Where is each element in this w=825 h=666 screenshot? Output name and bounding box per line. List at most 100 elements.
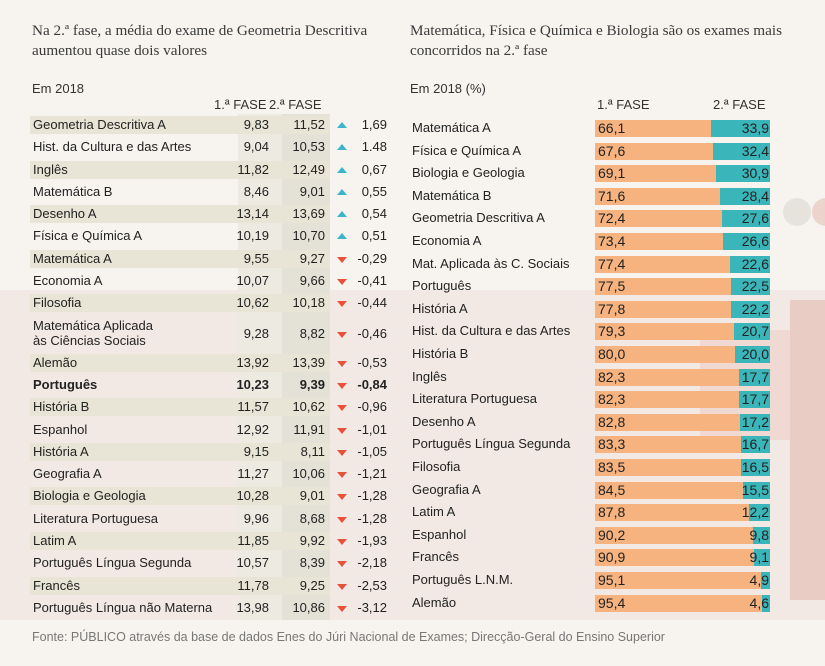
row-shading	[30, 294, 330, 313]
arrow-down-icon	[337, 360, 347, 367]
bar-fase2	[739, 413, 770, 431]
grade-fase2: 8,39	[299, 555, 325, 571]
bar-fase2	[713, 142, 770, 160]
table-row: Biologia e Geologia 10,28 9,01 -1,28	[30, 485, 400, 507]
grade-fase1: 10,62	[236, 295, 269, 311]
arrow-down-icon	[337, 583, 347, 590]
bar-fase1	[595, 504, 749, 522]
bar-category-label: Geografia A	[412, 481, 481, 497]
bar-label-fase2: 16,7	[741, 436, 769, 453]
bar-fase2	[740, 436, 770, 454]
bar-label-fase1: 83,3	[598, 436, 626, 453]
bar-category-label: Hist. da Cultura e das Artes	[412, 323, 571, 339]
bar-fase1	[595, 233, 724, 250]
grade-difference: -3,12	[357, 599, 387, 615]
bar-category-label: Inglês	[412, 368, 447, 384]
exam-name: Português Língua não Materna	[33, 599, 213, 615]
bar-label-fase1: 72,4	[598, 210, 626, 227]
bar-label-fase1: 67,6	[598, 142, 626, 159]
exam-name: Hist. da Cultura e das Artes	[33, 139, 192, 155]
exam-name: Português	[33, 376, 98, 392]
grade-difference: -0,44	[357, 295, 387, 311]
table-row: Física e Química A 10,19 10,70 0,51	[30, 225, 400, 247]
grade-fase1: 11,57	[237, 399, 269, 415]
grade-fase1: 10,19	[236, 228, 269, 244]
column-header-fase1: 1.ª FASE	[214, 97, 267, 112]
bar-category-label: Filosofia	[412, 459, 461, 474]
grade-fase1: 10,23	[236, 376, 269, 392]
exam-name: Geografia A	[33, 466, 102, 482]
grade-fase2: 9,01	[299, 183, 325, 199]
grade-difference: 0,55	[361, 183, 387, 199]
bar-label-fase1: 69,1	[598, 165, 626, 182]
grade-fase2: 12,49	[292, 161, 325, 177]
row-shading	[30, 487, 330, 506]
bar-row: Física e Química A 67,6 32,4	[410, 140, 825, 162]
bar-row: Hist. da Cultura e das Artes 79,3 20,7	[410, 320, 825, 342]
arrow-down-icon	[337, 256, 347, 263]
bar-fase1	[595, 413, 740, 431]
bar-fase2	[754, 549, 770, 567]
bar-fase1	[595, 346, 735, 363]
grades-table: Geometria Descritiva A 9,83 11,52 1,69 Hist.…	[30, 114, 400, 619]
table-row: Matemática B 8,46 9,01 0,55	[30, 181, 400, 203]
background-shape	[790, 300, 825, 600]
bar-label-fase2: 26,6	[741, 233, 769, 249]
row-shading	[30, 205, 330, 224]
grade-difference: -1,21	[357, 466, 387, 482]
bar-category-label: Mat. Aplicada às C. Sociais	[412, 255, 570, 271]
table-row: Geografia A 11,27 10,06 -1,21	[30, 463, 400, 485]
bar-row: Matemática B 71,6 28,4	[410, 185, 825, 207]
grade-fase1: 11,82	[237, 161, 269, 177]
bar-row: Português 77,5 22,5	[410, 275, 825, 297]
grade-fase2: 10,53	[292, 139, 325, 155]
table-row: Espanhol 12,92 11,91 -1,01	[30, 419, 400, 441]
grade-fase1: 11,85	[237, 533, 269, 549]
grade-difference: -0,41	[357, 273, 387, 289]
table-row: Filosofia 10,62 10,18 -0,44	[30, 292, 400, 314]
source-note: Fonte: PÚBLICO através da base de dados …	[32, 630, 665, 644]
bar-label-fase1: 66,1	[598, 120, 626, 136]
grade-difference: 1,69	[361, 117, 387, 132]
table-row: Português Língua não Materna 13,98 10,86 -3…	[30, 597, 400, 619]
bar-category-label: Português	[412, 278, 472, 294]
bar-row: Alemão 95,4 4,6	[410, 592, 825, 614]
grade-fase1: 9,96	[243, 510, 269, 526]
right-chart-subtitle: Em 2018 (%)	[410, 81, 486, 96]
bar-fase2	[739, 368, 770, 386]
bar-label-fase2: 22,5	[741, 278, 769, 295]
grade-difference: -0,46	[357, 325, 387, 341]
arrow-down-icon	[337, 331, 347, 338]
bar-label-fase2: 15,5	[741, 481, 769, 498]
bar-row: Geometria Descritiva A 72,4 27,6	[410, 207, 825, 229]
stacked-bar-chart: Matemática A 66,1 33,9 Física e Química A 67…	[410, 0, 825, 620]
bar-category-label: Matemática B	[412, 187, 492, 203]
background-shape	[812, 198, 825, 226]
exam-name: Filosofia	[33, 295, 82, 311]
exam-name: Desenho A	[33, 206, 97, 222]
bar-label-fase2: 17,7	[741, 368, 769, 385]
grades-table-panel: Na 2.ª fase, a média do exame de Geometr…	[0, 0, 400, 620]
row-shading	[30, 160, 330, 179]
arrow-up-icon	[337, 211, 347, 218]
bar-fase2	[739, 391, 770, 409]
stacked-bar-chart-panel: Matemática, Física e Química e Biologia …	[410, 0, 825, 620]
grade-difference: -0,96	[357, 399, 387, 415]
arrow-up-icon	[337, 166, 347, 173]
bar-category-label: Desenho A	[412, 413, 476, 429]
exam-name: Geometria Descritiva A	[33, 117, 166, 132]
grade-fase1: 10,28	[236, 488, 269, 504]
bar-fase1	[595, 165, 716, 183]
bar-fase1	[595, 187, 721, 205]
grade-fase1: 13,92	[236, 354, 269, 370]
bar-label-fase1: 77,4	[598, 255, 626, 272]
grade-fase2: 8,68	[299, 510, 325, 526]
grade-fase1: 12,92	[236, 421, 269, 437]
bar-row: Português Língua Segunda 83,3 16,7	[410, 433, 825, 455]
arrow-down-icon	[337, 539, 347, 546]
grade-fase1: 8,46	[243, 183, 269, 199]
bar-row: Latim A 87,8 12,2	[410, 501, 825, 523]
bar-label-fase1: 95,1	[598, 572, 626, 588]
bar-fase1	[595, 526, 753, 544]
bar-category-label: História A	[412, 300, 468, 316]
